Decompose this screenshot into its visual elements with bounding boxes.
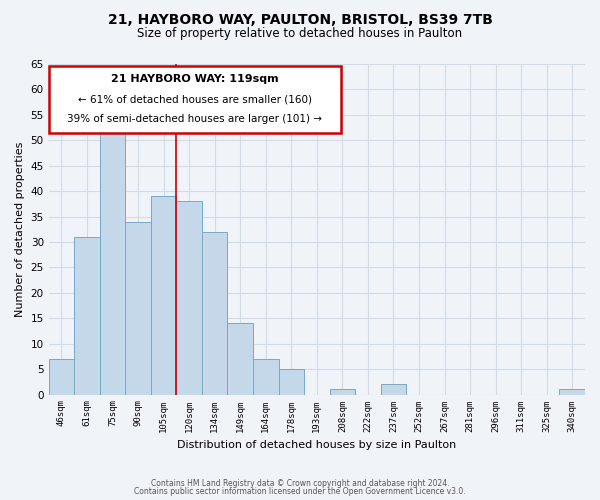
Text: 21, HAYBORO WAY, PAULTON, BRISTOL, BS39 7TB: 21, HAYBORO WAY, PAULTON, BRISTOL, BS39 … [107, 12, 493, 26]
Bar [380, 384, 406, 394]
Bar [74, 237, 100, 394]
Bar [151, 196, 176, 394]
FancyBboxPatch shape [49, 66, 341, 134]
Text: ← 61% of detached houses are smaller (160): ← 61% of detached houses are smaller (16… [78, 94, 312, 104]
Bar [227, 324, 253, 394]
Bar [49, 359, 74, 394]
Bar [559, 390, 585, 394]
Bar [100, 130, 125, 394]
Text: Contains public sector information licensed under the Open Government Licence v3: Contains public sector information licen… [134, 487, 466, 496]
Bar [125, 222, 151, 394]
Bar [278, 369, 304, 394]
Bar [176, 202, 202, 394]
Bar [253, 359, 278, 394]
Bar [329, 390, 355, 394]
Bar [202, 232, 227, 394]
Text: 39% of semi-detached houses are larger (101) →: 39% of semi-detached houses are larger (… [67, 114, 322, 124]
Text: Contains HM Land Registry data © Crown copyright and database right 2024.: Contains HM Land Registry data © Crown c… [151, 478, 449, 488]
Text: Size of property relative to detached houses in Paulton: Size of property relative to detached ho… [137, 28, 463, 40]
Y-axis label: Number of detached properties: Number of detached properties [15, 142, 25, 317]
Text: 21 HAYBORO WAY: 119sqm: 21 HAYBORO WAY: 119sqm [111, 74, 278, 84]
X-axis label: Distribution of detached houses by size in Paulton: Distribution of detached houses by size … [177, 440, 457, 450]
